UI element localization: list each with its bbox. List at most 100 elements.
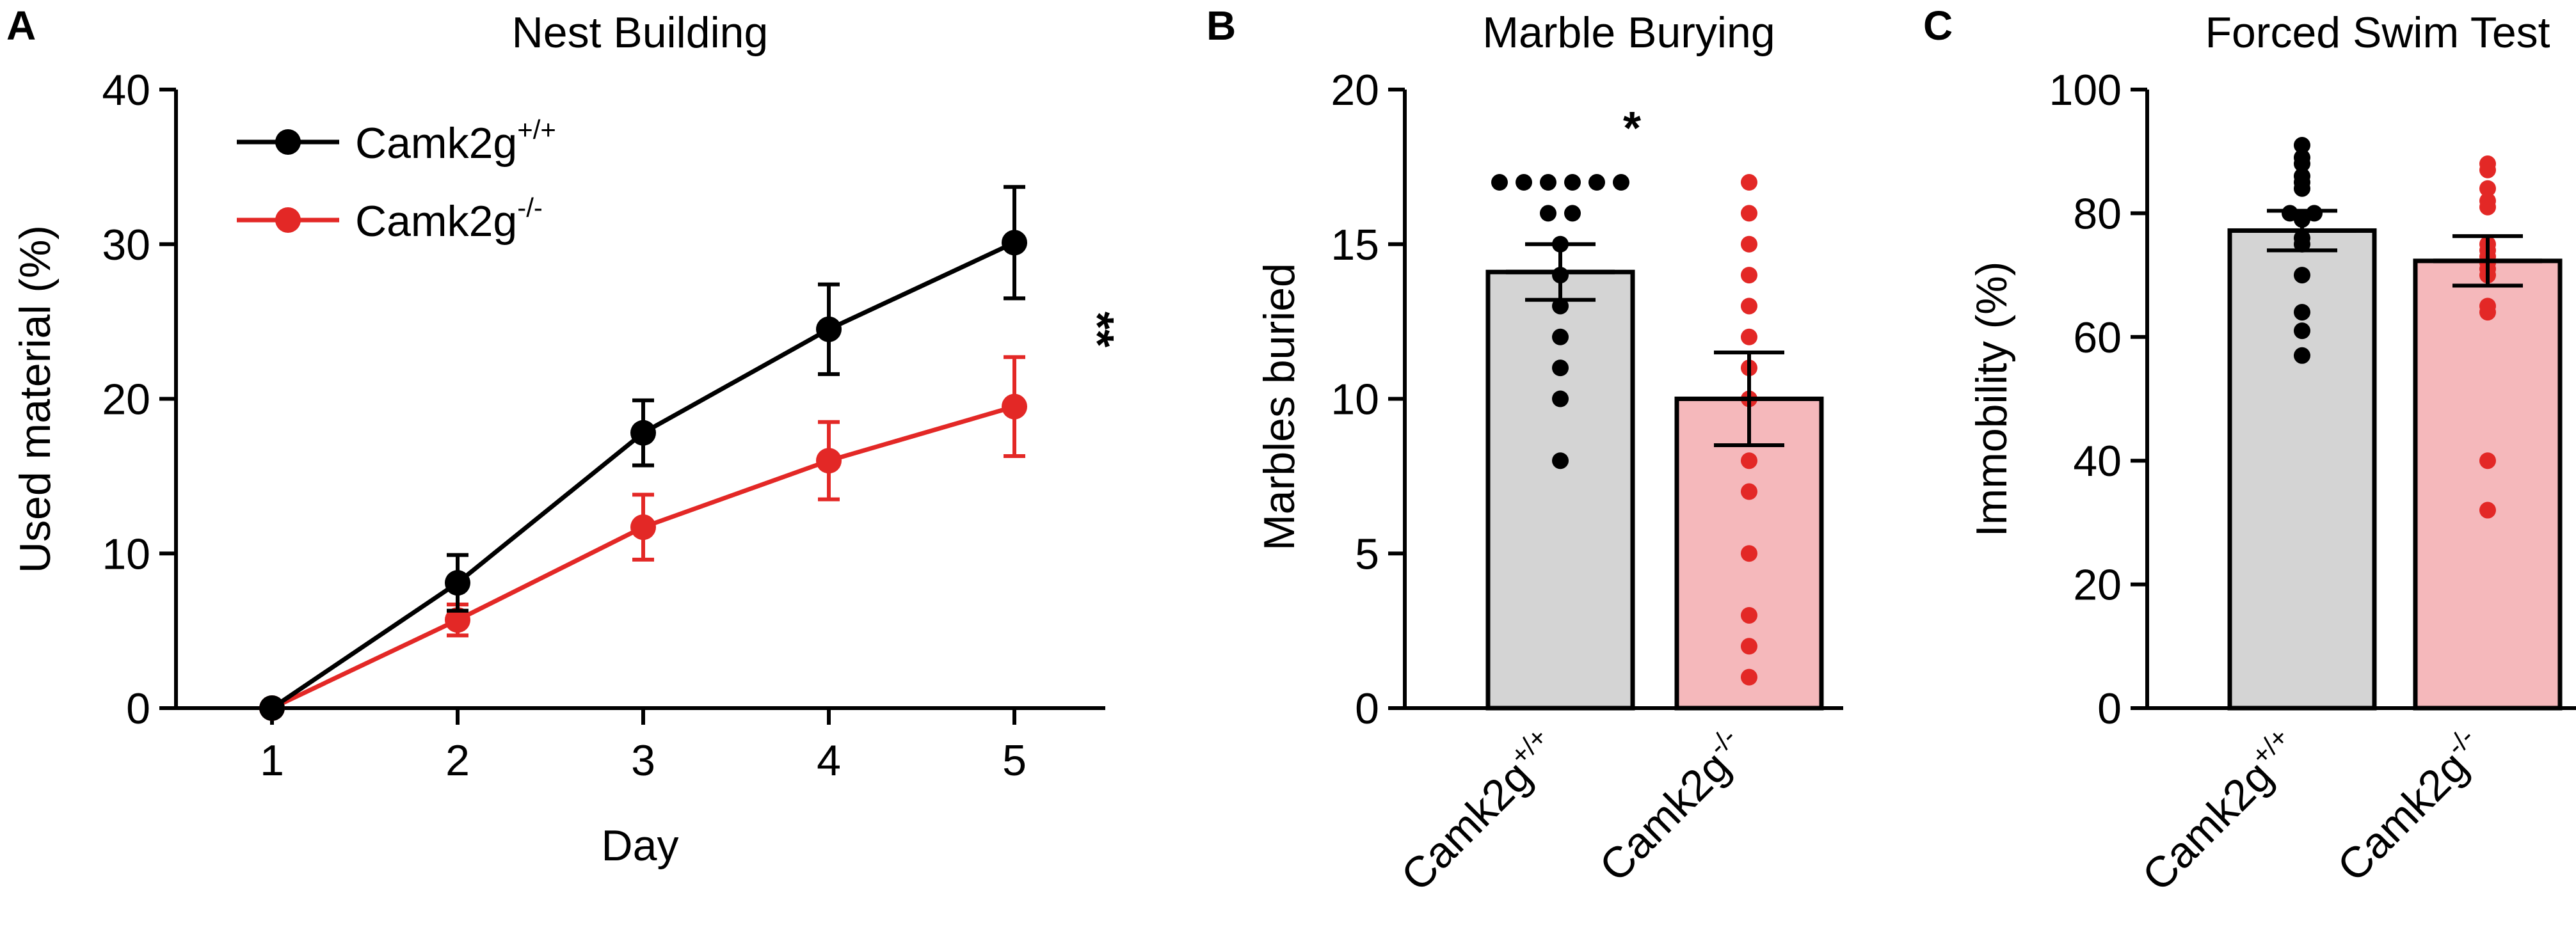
panel-c-dot-wt xyxy=(2294,180,2310,197)
panel-b-dot-wt xyxy=(1613,174,1629,191)
panel-c-bars xyxy=(2227,137,2563,711)
panel-a-ytick-label: 10 xyxy=(102,530,150,578)
panel-b-ytick-label: 20 xyxy=(1331,66,1379,115)
legend-item-wt: Camk2g+/+ xyxy=(237,115,556,168)
panel-b-dot-ko xyxy=(1741,328,1757,345)
panel-b-dot-ko xyxy=(1741,297,1757,315)
panel-c-dot-wt xyxy=(2294,267,2310,284)
panel-c-xtick-wt-base: Camk2g xyxy=(2133,752,2282,901)
panel-b-dot-wt xyxy=(1491,174,1508,191)
panel-b-dot-ko xyxy=(1741,452,1757,470)
panel-a-x-ticks: 1 2 3 4 5 xyxy=(260,708,1027,785)
series-wt-line xyxy=(271,241,1016,710)
series-ko-point xyxy=(630,514,656,541)
panel-c-ytick-label: 40 xyxy=(2073,437,2122,486)
panel-c-ytick-label: 0 xyxy=(2097,684,2122,733)
panel-c-xtick-ko: Camk2g-/- xyxy=(2326,722,2495,890)
panel-b-dot-wt xyxy=(1540,205,1556,222)
panel-b-letter: B xyxy=(1206,3,1236,49)
series-ko-point xyxy=(816,448,842,474)
panel-c-letter: C xyxy=(1923,3,1953,49)
panel-a-ytick-label: 40 xyxy=(102,66,150,115)
legend-ko-marker xyxy=(275,207,301,233)
panel-b-xtick-wt-base: Camk2g xyxy=(1392,752,1541,901)
panel-c-dot-wt xyxy=(2294,304,2310,321)
panel-b-dot-ko xyxy=(1741,267,1757,284)
panel-c-bar-ko xyxy=(2413,258,2563,711)
panel-c-ytick-label: 80 xyxy=(2073,189,2122,238)
panel-b-dot-ko xyxy=(1741,545,1757,562)
panel-c-dot-ko xyxy=(2479,452,2496,470)
panel-b-x-tick-labels: Camk2g+/+ Camk2g-/- xyxy=(1389,722,1757,900)
panel-c-xtick-ko-base: Camk2g xyxy=(2328,742,2477,891)
panel-b-group-wt xyxy=(1485,174,1635,711)
panel-b-xtick-wt: Camk2g+/+ xyxy=(1389,722,1568,900)
legend-wt-label-base: Camk2g xyxy=(355,119,517,168)
panel-c-ytick-label: 100 xyxy=(2049,66,2122,115)
panel-b-title: Marble Burying xyxy=(1482,8,1775,57)
panel-b-ytick-label: 5 xyxy=(1355,530,1379,578)
series-ko-point xyxy=(445,607,470,633)
panel-b-dot-ko xyxy=(1741,235,1757,253)
panel-b-dot-wt xyxy=(1588,174,1605,191)
panel-c-group-wt xyxy=(2227,137,2377,711)
panel-a-xtick-label: 5 xyxy=(1002,736,1027,785)
panel-a-ytick-label: 0 xyxy=(126,684,150,733)
panel-b-dot-wt xyxy=(1552,452,1569,470)
series-wt-point xyxy=(1002,230,1027,256)
series-wt xyxy=(259,185,1027,721)
panel-b-bars xyxy=(1485,174,1824,711)
panel-b-dot-wt xyxy=(1552,359,1569,377)
panel-c-dot-ko xyxy=(2479,180,2496,197)
series-wt-point xyxy=(630,420,656,446)
panel-b-dot-ko xyxy=(1741,174,1757,191)
panel-c-bar-wt xyxy=(2227,228,2377,711)
panel-b-marble-burying: B Marble Burying 0 5 10 15 20 Marbles buried… xyxy=(1206,3,1843,901)
panel-a-legend: Camk2g+/+ Camk2g-/- xyxy=(237,115,556,246)
legend-wt-label-sup: +/+ xyxy=(517,115,556,145)
series-wt-point xyxy=(816,316,842,342)
series-wt-point xyxy=(445,570,470,596)
panel-c-title: Forced Swim Test xyxy=(2205,8,2550,57)
legend-ko-label-base: Camk2g xyxy=(355,197,517,246)
panel-b-group-ko xyxy=(1674,174,1824,711)
legend-item-ko: Camk2g-/- xyxy=(237,193,543,246)
panel-c-dot-ko xyxy=(2479,502,2496,519)
legend-wt-label: Camk2g+/+ xyxy=(355,115,556,168)
panel-c-xtick-wt: Camk2g+/+ xyxy=(2131,722,2309,900)
legend-wt-marker xyxy=(275,129,301,155)
panel-b-y-ticks: 0 5 10 15 20 xyxy=(1331,66,1405,733)
panel-b-dot-wt xyxy=(1552,390,1569,407)
panel-a-xtick-label: 3 xyxy=(631,736,655,785)
panel-a-x-axis-label: Day xyxy=(602,821,679,870)
panel-b-dot-wt xyxy=(1564,174,1581,191)
panel-b-dot-ko xyxy=(1741,483,1757,500)
panel-b-dot-ko xyxy=(1741,606,1757,624)
panel-b-xtick-ko: Camk2g-/- xyxy=(1588,722,1757,890)
panel-c-dot-wt xyxy=(2294,322,2310,340)
panel-a-title: Nest Building xyxy=(512,8,769,57)
panel-c-dot-wt xyxy=(2294,137,2310,154)
panel-b-ytick-label: 10 xyxy=(1331,375,1379,424)
panel-a-xtick-label: 1 xyxy=(260,736,284,785)
legend-ko-label-sup: -/- xyxy=(517,193,543,223)
series-ko-point xyxy=(1002,393,1027,420)
panel-a-xtick-label: 4 xyxy=(817,736,841,785)
panel-b-dot-wt xyxy=(1540,174,1556,191)
panel-a-ytick-label: 30 xyxy=(102,221,150,269)
panel-a-letter: A xyxy=(6,3,36,49)
panel-a-significance: ** xyxy=(1071,312,1123,347)
panel-a-ytick-label: 20 xyxy=(102,375,150,424)
panel-b-dot-ko xyxy=(1741,638,1757,655)
panel-a-xtick-label: 2 xyxy=(445,736,470,785)
panel-c-ytick-label: 60 xyxy=(2073,313,2122,362)
panel-c-dot-wt xyxy=(2294,155,2310,173)
panel-c-dot-ko xyxy=(2479,198,2496,216)
panel-b-dot-wt xyxy=(1552,297,1569,315)
panel-b-xtick-ko-base: Camk2g xyxy=(1590,742,1740,891)
series-wt-point xyxy=(259,695,285,721)
panel-b-dot-ko xyxy=(1741,668,1757,686)
panel-c-ytick-label: 20 xyxy=(2073,561,2122,610)
panel-c-y-ticks: 0 20 40 60 80 100 xyxy=(2049,66,2147,733)
panel-a-y-axis-label: Used material (%) xyxy=(11,225,60,573)
